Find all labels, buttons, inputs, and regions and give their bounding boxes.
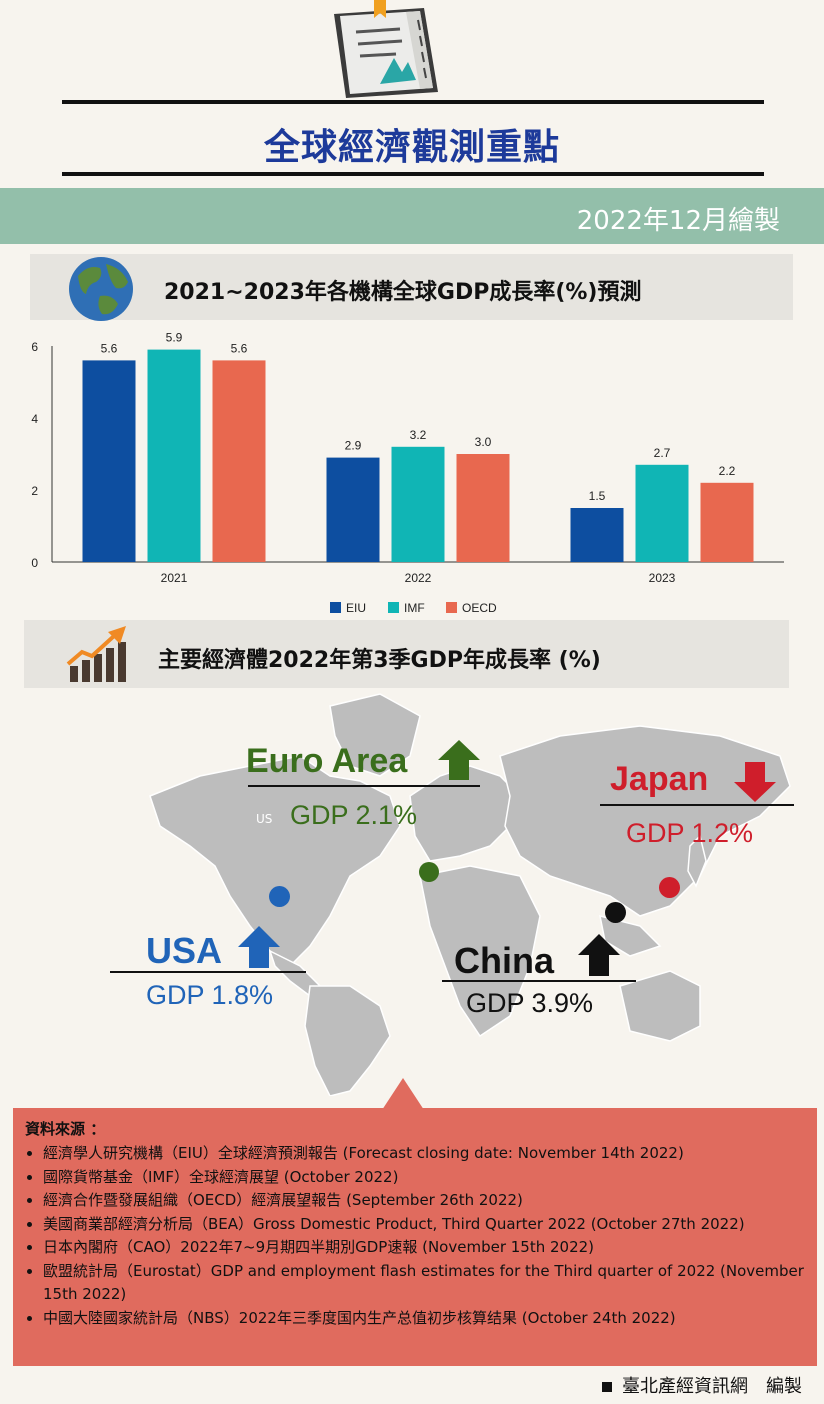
japan-marker	[659, 877, 680, 898]
sources-list: 經濟學人研究機構（EIU）全球經濟預測報告 (Forecast closing …	[25, 1142, 815, 1330]
title-top-rule	[62, 100, 764, 104]
open-book-icon	[316, 0, 446, 100]
source-item: 歐盟統計局（Eurostat）GDP and employment flash …	[43, 1260, 815, 1307]
growth-chart-icon	[66, 626, 128, 684]
bar	[327, 458, 380, 562]
world-map	[0, 686, 824, 1096]
china-marker	[605, 902, 626, 923]
arrow-up-icon	[236, 924, 282, 970]
data-label: 5.6	[231, 341, 248, 355]
bar	[571, 508, 624, 562]
section-header-q3: 主要經濟體2022年第3季GDP年成長率 (%)	[24, 620, 789, 688]
japan-underline	[600, 804, 794, 806]
arrow-up-icon	[436, 738, 482, 782]
data-label: 3.0	[475, 435, 492, 449]
japan-gdp: GDP 1.2%	[626, 818, 753, 849]
data-label: 2.2	[719, 464, 736, 478]
legend-swatch	[388, 602, 399, 613]
source-item: 美國商業部經濟分析局（BEA）Gross Domestic Product, T…	[43, 1213, 815, 1237]
legend-swatch	[330, 602, 341, 613]
euro-area-name: Euro Area	[246, 742, 407, 781]
source-item: 日本內閣府（CAO）2022年7~9月期四半期別GDP速報 (November …	[43, 1236, 815, 1260]
legend-label: IMF	[404, 601, 425, 615]
bar	[213, 360, 266, 562]
x-tick-label: 2021	[161, 571, 188, 585]
gdp-forecast-chart: 0 2 4 6 5.6 5.9 5.6 2021 2.9 3.2 3.0 2022 1.5 2.7 2.2 2…	[0, 330, 824, 620]
china-gdp: GDP 3.9%	[466, 988, 593, 1019]
globe-icon	[66, 254, 136, 324]
date-banner: 2022年12月繪製	[0, 188, 824, 244]
bar	[148, 350, 201, 562]
source-pointer	[380, 1076, 426, 1110]
us-map-label: US	[256, 812, 272, 826]
south-america-shape	[305, 986, 390, 1096]
y-tick-label: 0	[31, 556, 38, 570]
bar	[392, 447, 445, 562]
sources-title: 資料來源 ：	[25, 1118, 105, 1139]
section-title-forecast: 2021~2023年各機構全球GDP成長率(%)預測	[164, 274, 642, 306]
china-name: China	[454, 940, 554, 982]
sources-box: 資料來源 ： 經濟學人研究機構（EIU）全球經濟預測報告 (Forecast c…	[13, 1108, 817, 1366]
data-label: 5.6	[101, 341, 118, 355]
x-tick-label: 2023	[649, 571, 676, 585]
arrow-up-icon	[576, 932, 622, 978]
page-title: 全球經濟觀測重點	[0, 118, 824, 170]
usa-gdp: GDP 1.8%	[146, 980, 273, 1011]
footer-text: 臺北產經資訊網 編製	[622, 1376, 802, 1397]
y-tick-label: 6	[31, 340, 38, 354]
title-bottom-rule	[62, 172, 764, 176]
section-title-q3: 主要經濟體2022年第3季GDP年成長率 (%)	[158, 642, 601, 674]
date-text: 2022年12月繪製	[577, 200, 780, 237]
euro-area-gdp: GDP 2.1%	[290, 800, 417, 831]
bar	[701, 483, 754, 562]
source-item: 國際貨幣基金（IMF）全球經濟展望 (October 2022)	[43, 1166, 815, 1190]
usa-underline	[110, 971, 306, 973]
legend-label: EIU	[346, 601, 366, 615]
data-label: 2.7	[654, 446, 671, 460]
usa-name: USA	[146, 930, 222, 972]
data-label: 2.9	[345, 439, 362, 453]
y-tick-label: 4	[31, 412, 38, 426]
bar	[636, 465, 689, 562]
euro-area-underline	[248, 785, 480, 787]
bar	[83, 360, 136, 562]
bar	[457, 454, 510, 562]
japan-name: Japan	[610, 760, 708, 799]
euro-marker	[419, 862, 439, 882]
data-label: 1.5	[589, 489, 606, 503]
y-tick-label: 2	[31, 484, 38, 498]
china-underline	[442, 980, 636, 982]
arrow-down-icon	[732, 760, 778, 804]
usa-marker	[269, 886, 290, 907]
x-tick-label: 2022	[405, 571, 432, 585]
footer: 臺北產經資訊網 編製	[602, 1372, 802, 1398]
source-item: 中國大陸國家統計局（NBS）2022年三季度国内生产总值初步核算结果 (Octo…	[43, 1307, 815, 1331]
legend-label: OECD	[462, 601, 497, 615]
data-label: 3.2	[410, 428, 427, 442]
legend-swatch	[446, 602, 457, 613]
source-item: 經濟合作暨發展組織（OECD）經濟展望報告 (September 26th 20…	[43, 1189, 815, 1213]
source-item: 經濟學人研究機構（EIU）全球經濟預測報告 (Forecast closing …	[43, 1142, 815, 1166]
data-label: 5.9	[166, 331, 183, 345]
section-header-forecast: 2021~2023年各機構全球GDP成長率(%)預測	[30, 254, 793, 320]
footer-square-icon	[602, 1382, 612, 1392]
